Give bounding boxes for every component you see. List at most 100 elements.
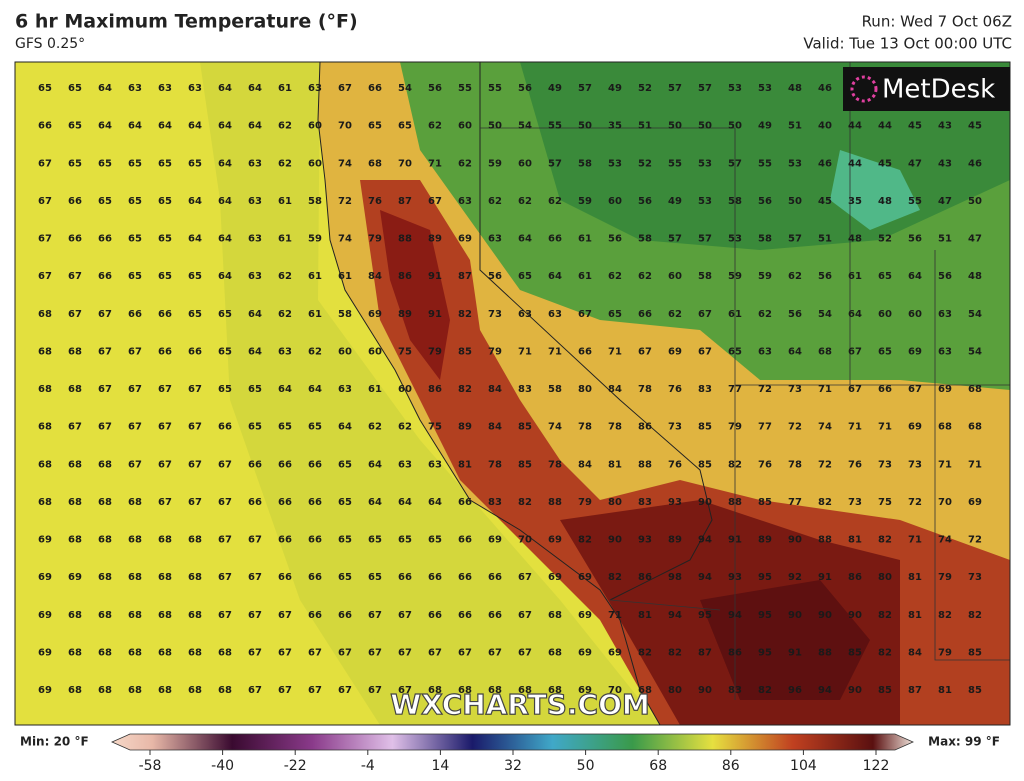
grid-value: 89 — [428, 234, 442, 245]
grid-value: 71 — [608, 610, 622, 621]
grid-value: 63 — [428, 459, 442, 470]
grid-value: 63 — [758, 346, 772, 357]
grid-value: 68 — [938, 422, 952, 433]
grid-value: 80 — [878, 572, 892, 583]
grid-value: 93 — [728, 572, 742, 583]
grid-value: 80 — [668, 685, 682, 696]
grid-value: 54 — [818, 309, 832, 320]
grid-value: 66 — [308, 497, 322, 508]
grid-value: 67 — [848, 346, 862, 357]
grid-value: 77 — [758, 422, 772, 433]
grid-value: 63 — [248, 158, 262, 169]
grid-value: 89 — [398, 309, 412, 320]
valid-time: Valid: Tue 13 Oct 00:00 UTC — [803, 35, 1012, 53]
grid-value: 76 — [758, 459, 772, 470]
grid-value: 64 — [368, 459, 382, 470]
grid-value: 67 — [428, 647, 442, 658]
grid-value: 60 — [878, 309, 892, 320]
grid-value: 77 — [788, 497, 802, 508]
grid-value: 65 — [218, 346, 232, 357]
grid-value: 79 — [488, 346, 502, 357]
grid-value: 57 — [578, 83, 592, 94]
grid-value: 44 — [878, 121, 892, 132]
grid-value: 73 — [908, 459, 922, 470]
grid-value: 60 — [518, 158, 532, 169]
colorbar-tick-label: 14 — [431, 758, 449, 774]
grid-value: 45 — [908, 121, 922, 132]
grid-value: 67 — [218, 535, 232, 546]
grid-value: 65 — [158, 271, 172, 282]
grid-value: 94 — [698, 572, 712, 583]
grid-value: 44 — [848, 121, 862, 132]
grid-value: 62 — [278, 271, 292, 282]
grid-value: 83 — [638, 497, 652, 508]
grid-value: 94 — [728, 610, 742, 621]
grid-value: 64 — [158, 121, 172, 132]
grid-value: 69 — [38, 535, 52, 546]
grid-value: 64 — [188, 234, 202, 245]
grid-value: 83 — [698, 384, 712, 395]
grid-value: 90 — [788, 535, 802, 546]
grid-value: 74 — [938, 535, 952, 546]
grid-value: 66 — [308, 535, 322, 546]
grid-value: 79 — [938, 647, 952, 658]
grid-value: 47 — [968, 234, 982, 245]
grid-value: 64 — [788, 346, 802, 357]
grid-value: 64 — [98, 121, 112, 132]
grid-value: 51 — [788, 121, 802, 132]
grid-value: 67 — [398, 685, 412, 696]
grid-value: 64 — [338, 422, 352, 433]
grid-value: 63 — [128, 83, 142, 94]
grid-value: 66 — [878, 384, 892, 395]
grid-value: 95 — [758, 610, 772, 621]
grid-value: 45 — [878, 158, 892, 169]
grid-value: 68 — [158, 572, 172, 583]
grid-value: 65 — [158, 196, 172, 207]
grid-value: 65 — [338, 535, 352, 546]
grid-value: 67 — [68, 422, 82, 433]
grid-value: 71 — [938, 459, 952, 470]
grid-value: 68 — [98, 647, 112, 658]
grid-value: 63 — [398, 459, 412, 470]
grid-value: 94 — [668, 610, 682, 621]
grid-value: 62 — [488, 196, 502, 207]
grid-value: 64 — [188, 121, 202, 132]
grid-value: 68 — [218, 647, 232, 658]
grid-value: 64 — [218, 271, 232, 282]
grid-value: 67 — [158, 459, 172, 470]
grid-value: 85 — [458, 346, 472, 357]
grid-value: 74 — [338, 158, 352, 169]
grid-value: 66 — [338, 610, 352, 621]
grid-value: 68 — [128, 497, 142, 508]
grid-value: 66 — [548, 234, 562, 245]
grid-value: 69 — [908, 422, 922, 433]
grid-value: 60 — [608, 196, 622, 207]
grid-value: 67 — [308, 647, 322, 658]
grid-value: 61 — [308, 271, 322, 282]
colorbar-tick-label: -22 — [284, 758, 307, 774]
grid-value: 60 — [308, 121, 322, 132]
grid-value: 85 — [878, 685, 892, 696]
grid-value: 89 — [668, 535, 682, 546]
grid-value: 68 — [158, 647, 172, 658]
grid-value: 82 — [938, 610, 952, 621]
grid-value: 82 — [638, 647, 652, 658]
grid-value: 73 — [878, 459, 892, 470]
grid-value: 72 — [788, 422, 802, 433]
max-label: Max: 99 °F — [928, 735, 1000, 749]
grid-value: 67 — [38, 158, 52, 169]
grid-value: 85 — [848, 647, 862, 658]
grid-value: 86 — [398, 271, 412, 282]
grid-value: 68 — [488, 685, 502, 696]
grid-value: 84 — [488, 422, 502, 433]
grid-value: 78 — [488, 459, 502, 470]
grid-value: 83 — [488, 497, 502, 508]
grid-value: 68 — [98, 610, 112, 621]
grid-value: 69 — [938, 384, 952, 395]
grid-value: 56 — [428, 83, 442, 94]
grid-value: 54 — [398, 83, 412, 94]
grid-value: 67 — [158, 497, 172, 508]
grid-value: 79 — [938, 572, 952, 583]
grid-value: 88 — [638, 459, 652, 470]
grid-value: 64 — [548, 271, 562, 282]
